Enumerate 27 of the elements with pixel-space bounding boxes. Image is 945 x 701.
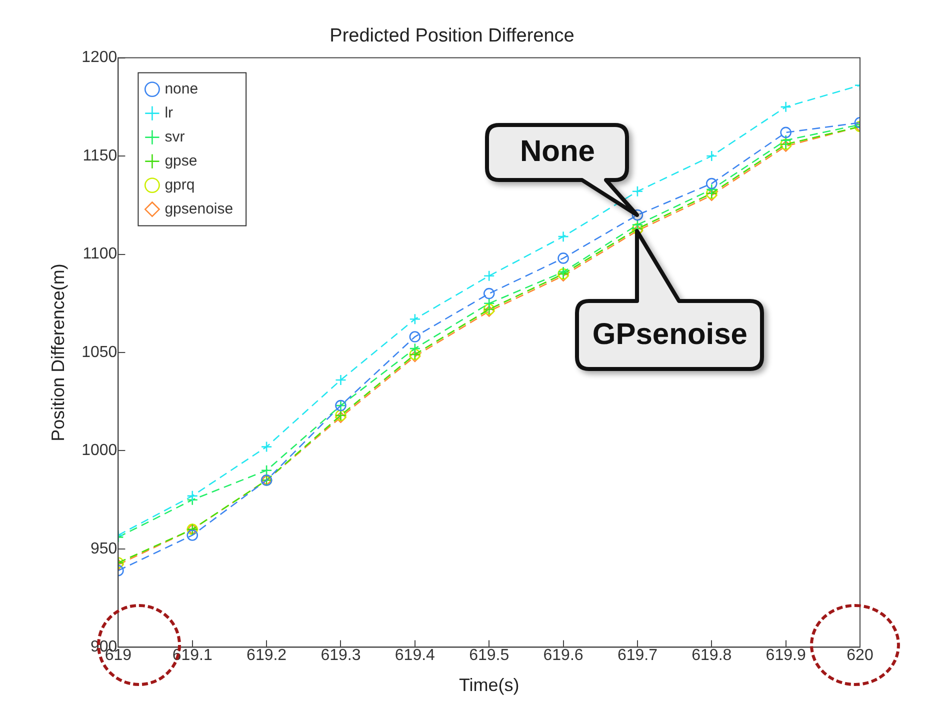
x-tick-label: 619.7: [617, 647, 658, 664]
y-tick-label: 1050: [82, 344, 118, 361]
legend-label: lr: [164, 104, 174, 122]
x-tick-label: 619.4: [394, 647, 436, 664]
legend-label: gpsenoise: [164, 200, 234, 218]
y-tick-label: 1200: [82, 49, 118, 66]
x-tick-label: 619.5: [469, 647, 510, 664]
annotation: None: [518, 134, 596, 170]
y-tick-label: 950: [90, 540, 118, 558]
x-tick-label: 619.9: [766, 647, 806, 664]
legend-label: gprq: [164, 176, 195, 194]
legend-label: svr: [164, 128, 185, 146]
x-tick-label: 620: [846, 647, 874, 664]
x-axis-title: Time(s): [458, 675, 520, 696]
y-tick-label: 1150: [82, 147, 118, 164]
legend-label: none: [164, 80, 198, 98]
annotation: GPsenoise: [591, 316, 748, 353]
x-tick-label: 619.6: [543, 647, 584, 664]
x-tick-label: 619.1: [172, 647, 212, 664]
x-tick-label: 619.8: [692, 647, 732, 664]
x-tick-label: 619.3: [320, 647, 361, 664]
y-tick-label: 1000: [82, 442, 118, 460]
y-axis-title: Position Difference(m): [48, 264, 68, 442]
y-tick-label: 1100: [82, 246, 118, 263]
x-tick-label: 619.2: [246, 647, 287, 664]
legend-label: gpse: [164, 152, 198, 170]
chart-title: Predicted Position Difference: [330, 26, 574, 47]
